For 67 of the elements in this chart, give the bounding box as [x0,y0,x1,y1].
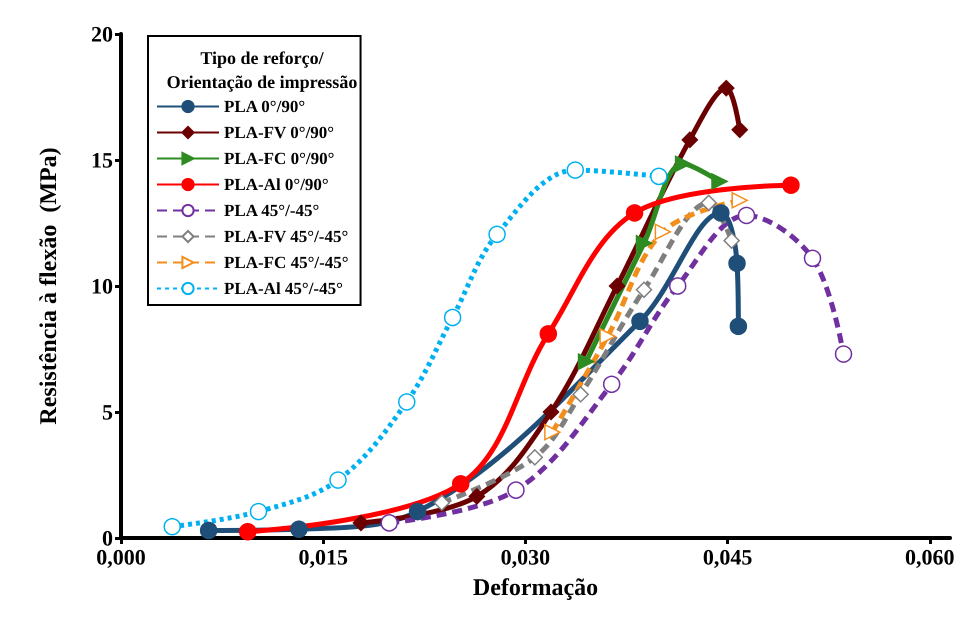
point [636,282,652,298]
point [650,168,668,186]
point [444,308,462,326]
y-tick-label: 15 [91,148,113,172]
legend-label: PLA 0°/90° [224,97,306,116]
point [728,254,746,272]
point [654,224,672,240]
x-tick-label: 0,060 [905,544,955,570]
point [290,520,308,538]
legend-label: PLA-Al 45°/-45° [224,279,343,298]
point [711,173,728,190]
legend-title: Tipo de reforço/ Orientação de impressão [166,48,358,92]
legend-label: PLA 45°/-45° [224,201,320,220]
point [682,132,698,148]
point [599,328,616,345]
point [238,522,256,540]
legend-label: PLA-FC 45°/-45° [224,253,349,272]
point [329,471,347,489]
y-tick-label: 10 [91,274,113,298]
point [782,176,800,194]
point [731,192,748,209]
point [163,518,181,536]
legend-label: PLA-FC 0°/90° [224,149,334,168]
y-tick-label: 5 [102,400,113,424]
point [488,226,506,244]
x-tick-label: 0,045 [702,544,752,570]
point [674,156,692,172]
x-tick-label: 0,015 [298,544,348,570]
point [636,234,652,252]
legend-label: PLA-FV 0°/90° [224,123,334,142]
point [250,502,268,520]
point [540,325,558,343]
point [631,312,649,330]
point [452,475,470,493]
legend-label: PLA-FV 45°/-45° [224,227,348,246]
point [566,161,584,179]
point [507,481,525,499]
point [542,404,560,420]
point [352,514,370,532]
x-tick-label: 0,030 [500,544,550,570]
point [578,353,594,370]
point [434,494,450,511]
point [544,424,561,440]
point [408,502,426,520]
point [804,250,822,268]
point [730,318,748,336]
legend-label: PLA-Al 0°/90° [224,175,329,194]
y-tick-label: 20 [91,22,113,46]
point [626,204,644,222]
point [712,204,730,222]
point [526,449,544,466]
y-axis-title: Resistência à flexão (MPa) [36,147,62,425]
point [668,277,686,295]
point [602,376,620,394]
point [468,488,486,505]
point [738,206,756,224]
point [398,393,416,411]
point [834,345,852,363]
point [731,122,748,138]
point [608,278,626,294]
point [718,80,734,96]
point [200,522,218,540]
point [380,514,398,532]
point [700,194,717,212]
point [723,232,740,249]
x-axis-title: Deformação [472,575,598,601]
point [572,386,589,403]
